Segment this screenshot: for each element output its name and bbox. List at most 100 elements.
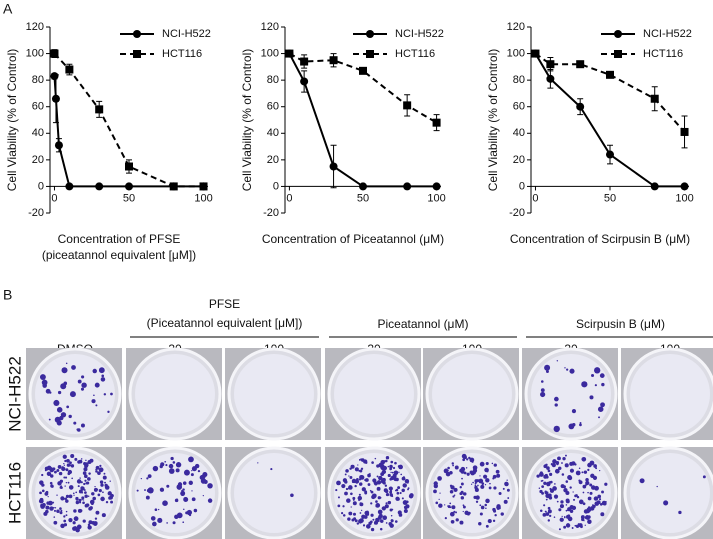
colony [407, 487, 410, 490]
colony [337, 504, 341, 508]
colony [77, 379, 82, 384]
colony [355, 467, 358, 471]
colony [507, 497, 510, 499]
colony [593, 488, 595, 490]
colony [88, 520, 93, 525]
colony [81, 496, 85, 500]
marker [199, 182, 208, 191]
colony [376, 475, 379, 478]
colony [578, 467, 581, 470]
colony [70, 464, 75, 468]
colony [100, 483, 104, 487]
colony [377, 509, 383, 515]
colony [98, 367, 105, 374]
colony [357, 464, 359, 466]
colony [462, 505, 466, 509]
colony [394, 461, 397, 465]
legend-marker [366, 50, 374, 58]
colony [85, 459, 87, 462]
colony [565, 454, 567, 457]
colony [452, 464, 454, 467]
y-tick-label: -20 [263, 207, 279, 219]
colony [439, 492, 441, 494]
colony [168, 468, 175, 474]
colony [656, 485, 658, 488]
colony [565, 523, 571, 528]
y-tick-label: 20 [513, 154, 525, 166]
colony [639, 478, 645, 484]
colony [474, 482, 477, 485]
series-line [534, 52, 686, 133]
colony [398, 464, 403, 470]
colony [152, 521, 157, 527]
colony [702, 475, 706, 479]
colony [574, 463, 577, 466]
colony [582, 484, 587, 489]
colony [363, 461, 365, 464]
x-axis-label: (piceatannol equivalent [μM]) [42, 248, 196, 262]
legend-marker [366, 30, 374, 38]
y-tick-label: 40 [32, 127, 44, 139]
colony [188, 514, 192, 517]
colony [455, 511, 458, 514]
group-label: Piceatannol (μM) [378, 317, 469, 331]
colony [75, 496, 79, 501]
colony [62, 454, 67, 459]
colony [91, 399, 96, 404]
colony [549, 472, 553, 476]
colony [73, 516, 79, 522]
colony [73, 494, 75, 496]
legend-label: NCI-H522 [395, 28, 444, 40]
colony [93, 394, 95, 397]
colony [45, 490, 49, 494]
colony [342, 484, 344, 487]
colony [409, 493, 414, 498]
colony [356, 522, 360, 525]
colony [539, 489, 543, 494]
colony [73, 509, 77, 513]
colony [39, 374, 46, 380]
colony [81, 499, 83, 501]
colony [354, 484, 357, 488]
colony [344, 491, 348, 496]
colony [584, 515, 589, 520]
x-tick-label: 100 [427, 192, 445, 204]
colony [360, 458, 362, 460]
colony [348, 475, 350, 477]
colony [392, 473, 397, 478]
colony [85, 462, 89, 466]
colony [41, 502, 46, 507]
colony [558, 508, 562, 512]
colony [41, 379, 48, 386]
colony [102, 491, 104, 494]
colony [72, 526, 77, 531]
y-tick-label: -20 [509, 207, 525, 219]
colony [168, 463, 174, 469]
y-tick-label: 80 [32, 74, 44, 86]
colony [462, 504, 465, 507]
colony [354, 479, 360, 484]
colony [571, 527, 574, 529]
colony [110, 493, 114, 498]
colony [101, 513, 106, 518]
colony [569, 461, 574, 466]
colony [503, 499, 508, 504]
series-line [534, 53, 685, 188]
colony [369, 489, 372, 492]
well [432, 354, 512, 434]
colony [491, 462, 494, 465]
colony [554, 403, 558, 407]
colony [88, 472, 91, 475]
colony [546, 466, 550, 470]
colony [541, 479, 544, 482]
colony [563, 516, 566, 519]
colony [68, 494, 73, 499]
colony [548, 481, 552, 484]
colony [364, 478, 369, 482]
colony [77, 485, 80, 488]
colony [481, 482, 485, 485]
colony [536, 474, 540, 478]
colony [49, 481, 53, 485]
colony [375, 503, 381, 508]
colony [556, 500, 559, 503]
